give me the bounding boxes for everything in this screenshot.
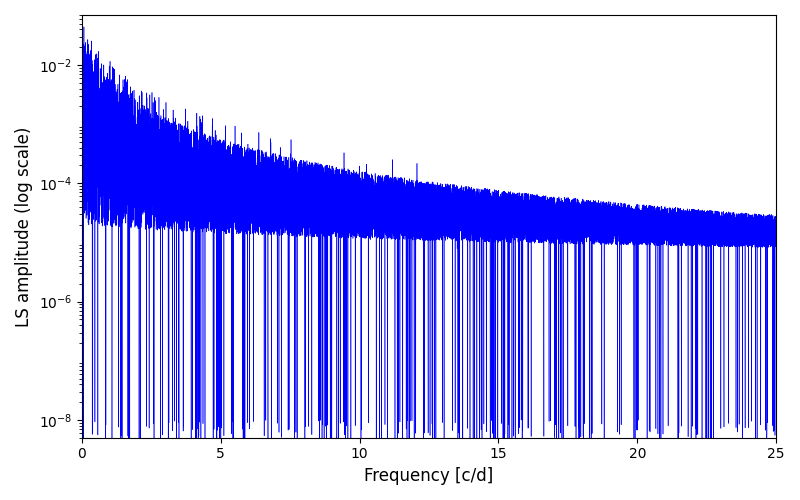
X-axis label: Frequency [c/d]: Frequency [c/d] (364, 467, 494, 485)
Y-axis label: LS amplitude (log scale): LS amplitude (log scale) (15, 126, 33, 326)
